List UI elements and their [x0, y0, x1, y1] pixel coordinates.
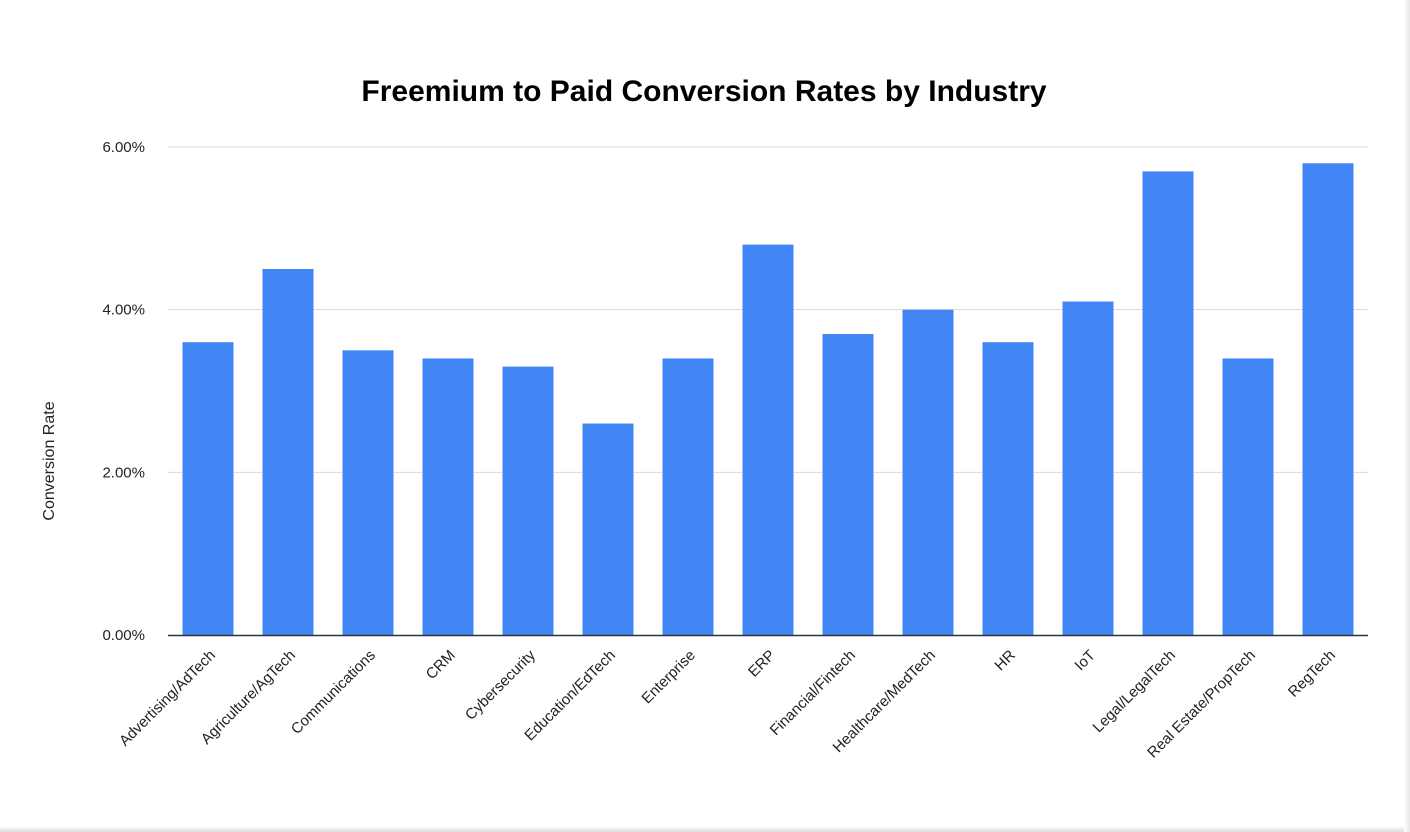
y-tick-label: 6.00%: [102, 139, 145, 156]
x-tick-label: Legal/LegalTech: [1090, 647, 1179, 736]
x-tick-label: CRM: [423, 647, 459, 683]
x-tick-label: IoT: [1071, 647, 1098, 674]
bar: [342, 350, 394, 635]
bars: [182, 163, 1354, 635]
frame-bottom-edge: [0, 826, 1410, 832]
x-tick-label: HR: [991, 647, 1018, 674]
x-tick-label: RegTech: [1285, 647, 1339, 701]
x-tick-label: Financial/Fintech: [767, 647, 859, 739]
bar: [662, 358, 714, 635]
bar: [1222, 358, 1274, 635]
bar: [1062, 301, 1114, 635]
bar: [262, 269, 314, 635]
y-tick-labels: 0.00% 2.00% 4.00% 6.00%: [102, 139, 145, 644]
y-tick-label: 2.00%: [102, 464, 145, 481]
frame-right-edge: [1404, 0, 1410, 832]
bar: [822, 334, 874, 635]
bar: [182, 342, 234, 635]
bar: [502, 366, 554, 635]
x-tick-label: Cybersecurity: [462, 646, 539, 723]
bar: [902, 309, 954, 635]
bar: [742, 244, 794, 635]
x-tick-labels: Advertising/AdTechAgriculture/AgTechComm…: [116, 646, 1339, 761]
chart-title: Freemium to Paid Conversion Rates by Ind…: [361, 75, 1046, 108]
y-tick-label: 0.00%: [102, 627, 145, 644]
x-tick-label: Communications: [288, 647, 379, 738]
bar: [582, 423, 634, 635]
bar: [422, 358, 474, 635]
bar: [1302, 163, 1354, 635]
bar: [982, 342, 1034, 635]
y-axis-label: Conversion Rate: [41, 401, 58, 520]
y-tick-label: 4.00%: [102, 302, 145, 319]
x-tick-label: Enterprise: [638, 647, 698, 707]
bar: [1142, 171, 1194, 635]
x-tick-label: ERP: [745, 647, 779, 681]
